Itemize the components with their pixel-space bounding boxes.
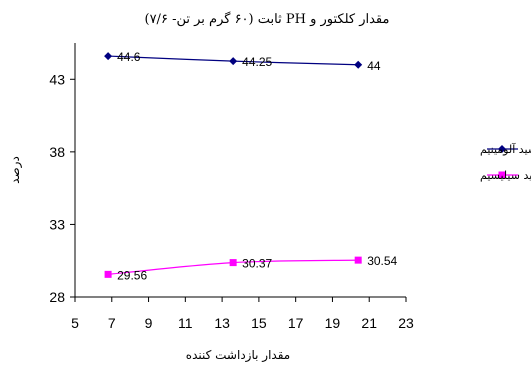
data-label: 44.25 — [242, 55, 272, 69]
data-point-diamond — [354, 60, 363, 69]
data-label: 29.56 — [117, 268, 147, 282]
chart-title: مقدار کلکتور و PH ثابت (۶۰ گرم بر تن- ۷/… — [145, 11, 390, 27]
plot-area: 28 33 38 43 5 7 9 11 13 15 17 19 21 23 44.6 44.25 44 29.5… — [49, 43, 414, 331]
x-tick-label: 13 — [214, 315, 230, 331]
legend-item: اکسید آلومینیم — [480, 142, 531, 156]
legend-label: اکسید سیلیسیم — [480, 169, 531, 182]
x-tick-label: 11 — [178, 315, 193, 331]
data-point-diamond — [229, 57, 238, 66]
y-tick-label: 33 — [49, 216, 65, 232]
x-tick-label: 15 — [251, 315, 267, 331]
x-tick-label: 23 — [398, 315, 414, 331]
data-label: 30.54 — [367, 254, 397, 268]
y-tick-label: 38 — [49, 144, 65, 160]
data-point-square — [354, 256, 362, 264]
data-point-diamond — [498, 145, 506, 153]
data-point-square — [104, 270, 112, 278]
legend-item: اکسید سیلیسیم — [480, 169, 531, 182]
data-point-square — [229, 259, 237, 267]
data-point-square — [498, 171, 506, 179]
x-tick-label: 19 — [325, 315, 341, 331]
y-tick-label: 43 — [49, 71, 65, 87]
x-tick-label: 5 — [71, 315, 79, 331]
x-tick-label: 9 — [145, 315, 153, 331]
series-2: 29.56 30.37 30.54 — [104, 254, 398, 282]
legend-label: اکسید آلومینیم — [480, 142, 531, 156]
data-label: 44 — [367, 59, 381, 73]
legend: اکسید آلومینیم اکسید سیلیسیم — [480, 142, 531, 182]
y-tick-label: 28 — [49, 289, 65, 305]
series-1: 44.6 44.25 44 — [104, 50, 381, 73]
x-axis-label: مقدار بازداشت کننده — [186, 348, 290, 363]
x-tick-label: 7 — [108, 315, 116, 331]
x-tick-label: 21 — [361, 315, 377, 331]
y-axis-label: درصد — [8, 156, 23, 184]
data-point-diamond — [104, 52, 113, 61]
data-label: 30.37 — [242, 257, 272, 271]
x-tick-label: 17 — [288, 315, 304, 331]
data-label: 44.6 — [117, 50, 141, 64]
